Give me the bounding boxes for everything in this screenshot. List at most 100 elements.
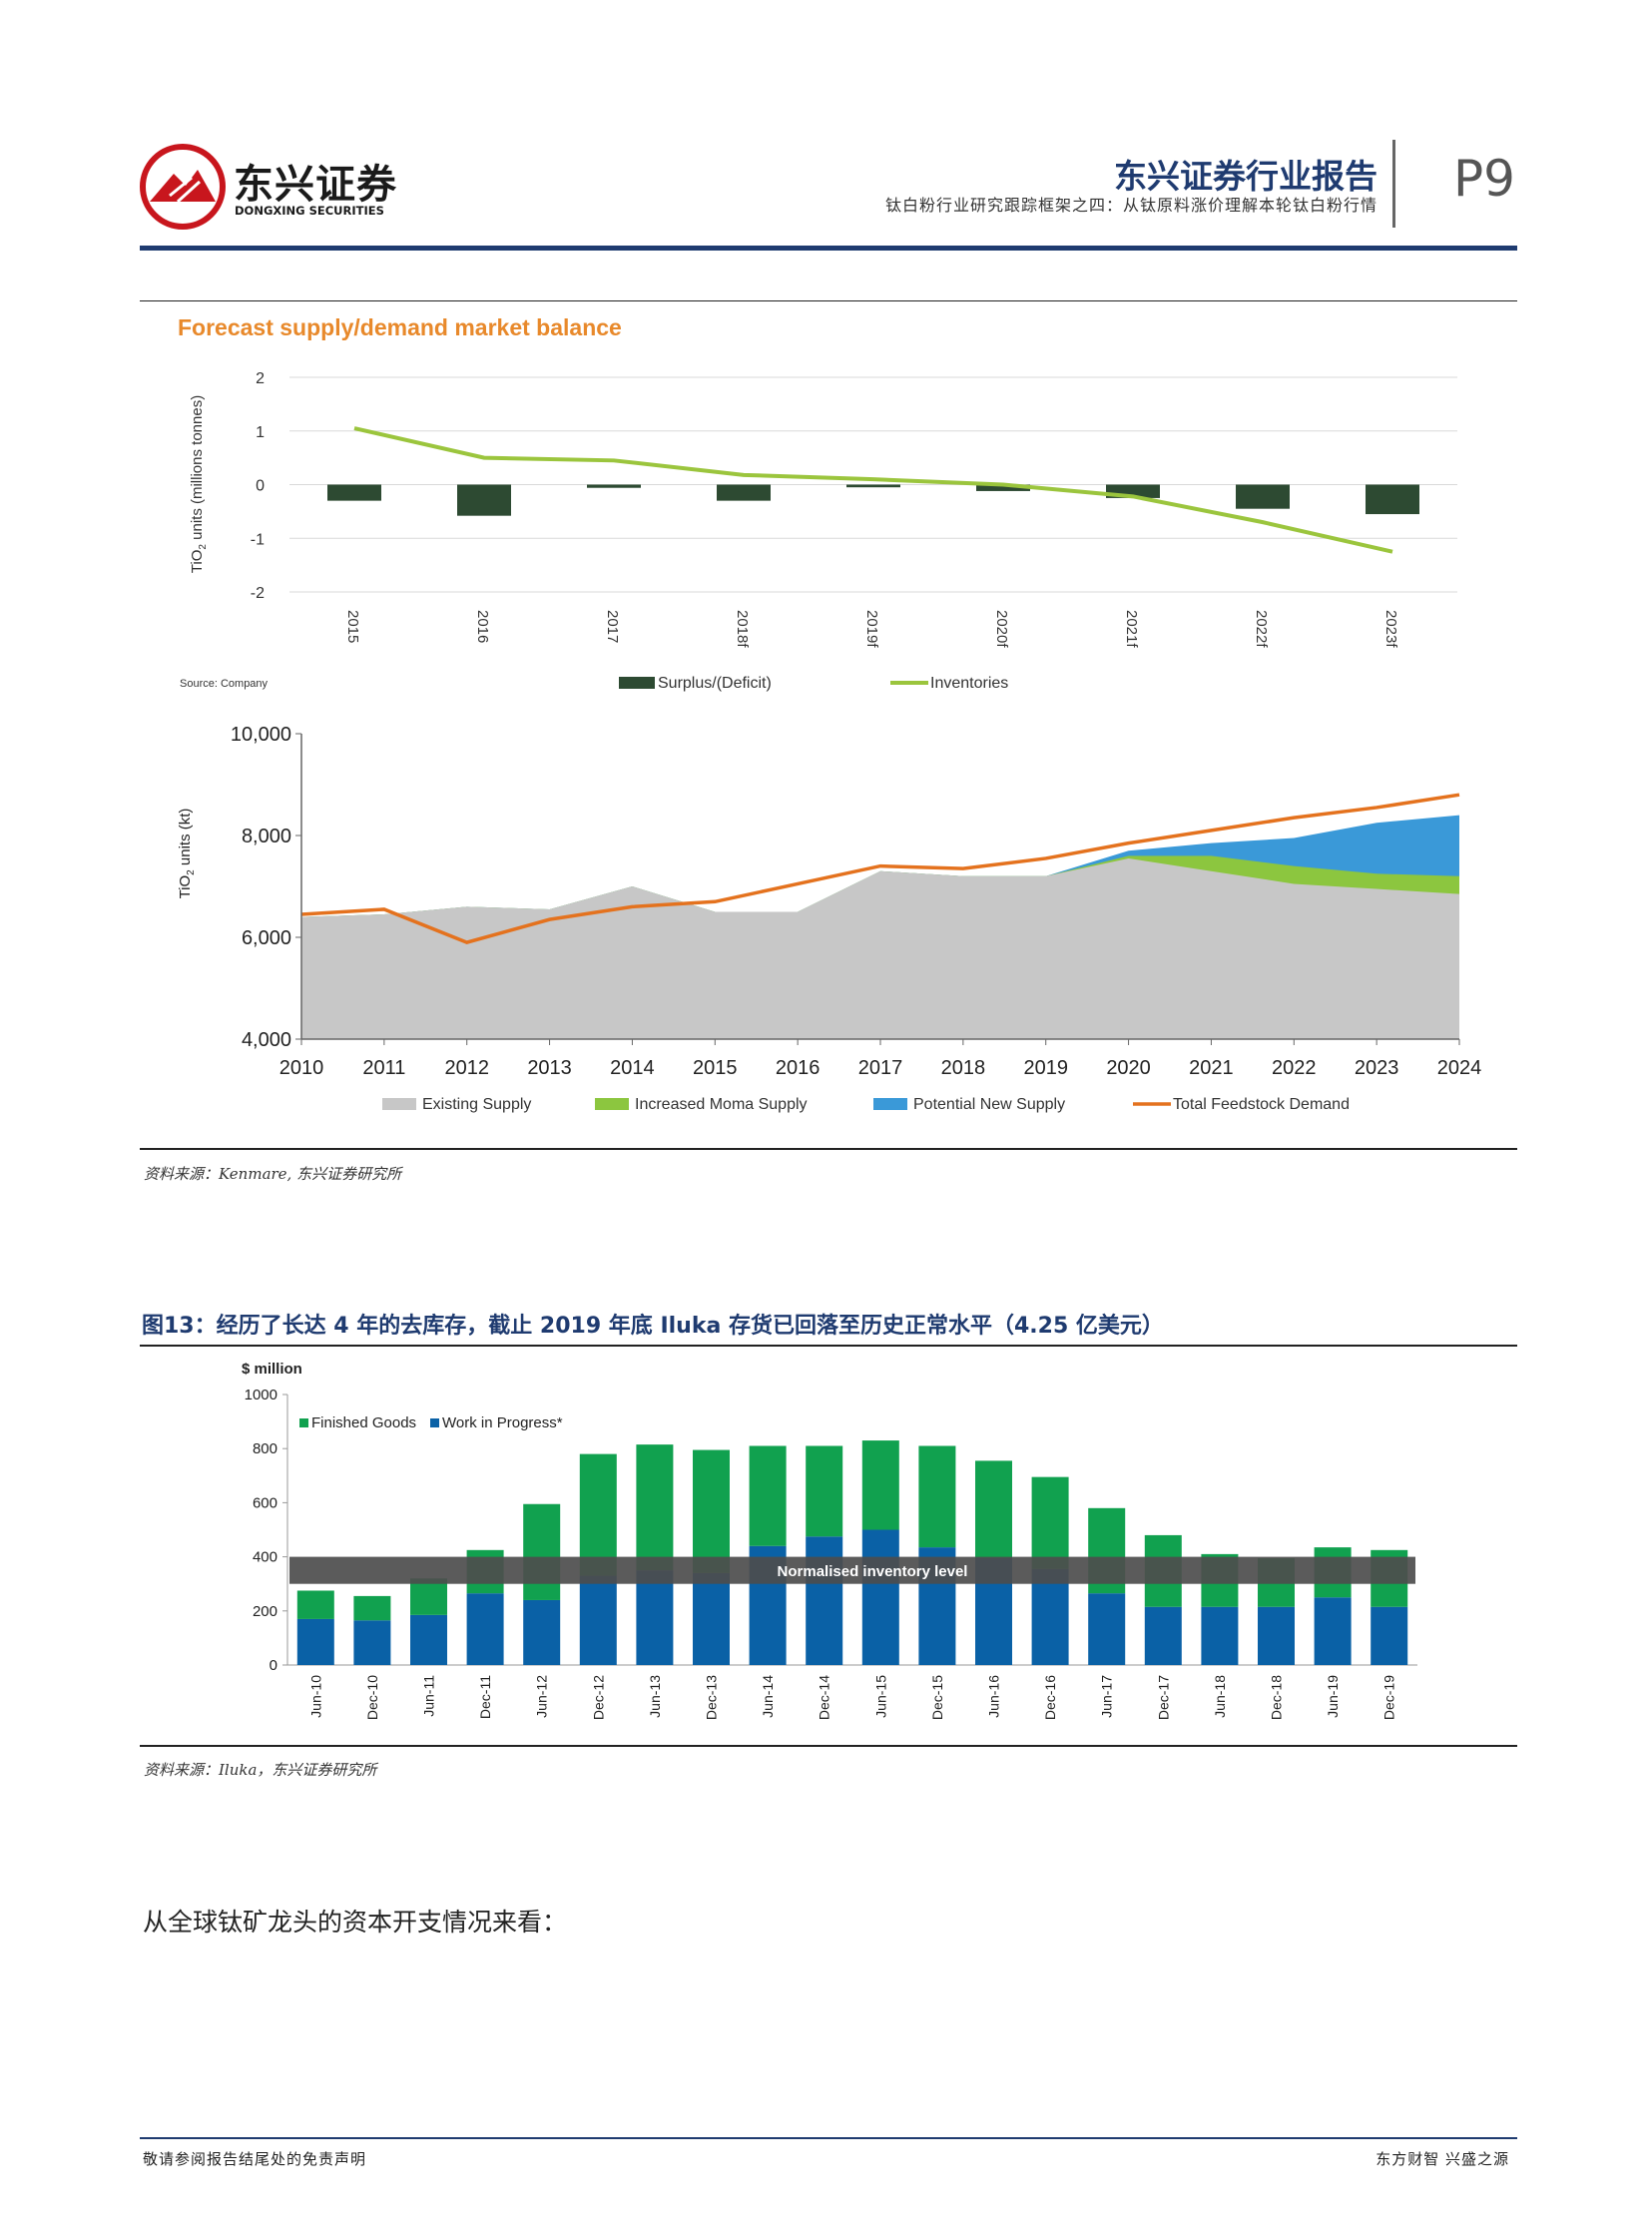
wip-bar (1088, 1593, 1126, 1665)
legend-existing-label: Existing Supply (422, 1096, 531, 1113)
report-subtitle: 钛白粉行业研究跟踪框架之四：从钛原料涨价理解本轮钛白粉行情 (884, 196, 1377, 215)
legend-moma-swatch (595, 1098, 629, 1110)
c13-xtick-label: Dec-12 (590, 1675, 606, 1720)
figure12-chart-top: Forecast supply/demand market balance Ti… (178, 314, 1457, 692)
wip-bar (353, 1620, 391, 1665)
surplus-bar (717, 484, 771, 501)
legend-wip-swatch (430, 1418, 439, 1427)
logo-en: DONGXING SECURITIES (235, 204, 384, 218)
c13-xtick-label: Dec-17 (1155, 1675, 1171, 1720)
figure12-top-rule (140, 300, 1517, 301)
fg-bar (353, 1595, 391, 1621)
wip-bar (1314, 1597, 1352, 1665)
surplus-bar (846, 484, 900, 488)
fg-bar (693, 1449, 730, 1573)
fg-bar (918, 1445, 956, 1548)
c13-xtick-label: Jun-18 (1212, 1675, 1228, 1718)
existing-supply-area (301, 857, 1459, 1039)
figure13-bottom-rule (140, 1745, 1517, 1747)
c13-xtick-label: Jun-15 (872, 1675, 888, 1718)
c13-xtick-label: Dec-15 (929, 1675, 945, 1720)
header-rule (140, 246, 1517, 251)
fg-bar (523, 1503, 561, 1600)
c13-xtick-label: Jun-14 (760, 1675, 776, 1718)
wip-bar (523, 1599, 561, 1665)
c13-xtick-label: Jun-11 (421, 1675, 437, 1717)
bottom-ytick-label: 4,000 (242, 1029, 291, 1051)
c13-xtick-label: Dec-16 (1042, 1675, 1058, 1720)
bottom-xtick-label: 2019 (1023, 1057, 1068, 1079)
legend-moma-label: Increased Moma Supply (635, 1096, 808, 1113)
fg-bar (636, 1444, 674, 1571)
bottom-xtick-label: 2017 (858, 1057, 903, 1079)
c13-xtick-label: Dec-18 (1269, 1675, 1285, 1720)
legend-wip-label: Work in Progress* (442, 1414, 563, 1431)
bottom-ytick-label: 10,000 (231, 724, 291, 746)
wip-bar (806, 1536, 843, 1665)
surplus-bar (1236, 484, 1290, 509)
c13-ytick-label: 600 (253, 1494, 277, 1511)
bottom-ytick-label: 8,000 (242, 826, 291, 847)
c13-ytick-label: 800 (253, 1440, 277, 1457)
c13-ytick-label: 400 (253, 1549, 277, 1566)
c13-xtick-label: Dec-10 (364, 1675, 380, 1720)
top-ytick-label: 2 (256, 370, 265, 387)
c13-xtick-label: Jun-10 (307, 1675, 323, 1718)
logo-cn: 东兴证券 (234, 162, 397, 208)
wip-bar (579, 1575, 617, 1665)
c13-xtick-label: Dec-14 (817, 1675, 832, 1720)
c13-xtick-label: Dec-19 (1381, 1675, 1397, 1720)
legend-inventories-label: Inventories (930, 675, 1008, 692)
legend-surplus-swatch (619, 677, 655, 689)
chart-top-source-note: Source: Company (180, 678, 269, 690)
page-number: P9 (1453, 150, 1515, 208)
bottom-xtick-label: 2010 (279, 1057, 324, 1079)
wip-bar (1371, 1606, 1408, 1665)
bottom-xtick-label: 2021 (1189, 1057, 1234, 1079)
bottom-xtick-label: 2014 (610, 1057, 655, 1079)
c13-xtick-label: Dec-13 (704, 1675, 720, 1720)
legend-potential-swatch (873, 1098, 907, 1110)
figure13-source: 资料来源：Iluka，东兴证券研究所 (144, 1761, 377, 1779)
top-ytick-label: -2 (251, 585, 265, 602)
normalised-band-label: Normalised inventory level (778, 1563, 968, 1580)
figure12-chart-bottom: TiO2 units (kt) 10,000 8,000 6,000 4,000 201… (177, 724, 1481, 1113)
fg-bar (1031, 1476, 1069, 1569)
bottom-xtick-label: 2018 (941, 1057, 986, 1079)
top-xtick-label: 2019f (863, 610, 880, 648)
c13-xtick-label: Jun-19 (1325, 1675, 1341, 1718)
c13-ytick-label: 200 (253, 1603, 277, 1620)
bottom-xtick-label: 2012 (444, 1057, 489, 1079)
legend-demand-label: Total Feedstock Demand (1173, 1096, 1350, 1113)
bottom-xtick-label: 2011 (362, 1057, 405, 1079)
surplus-bar (327, 484, 381, 501)
c13-xtick-label: Jun-13 (647, 1675, 663, 1718)
top-xtick-label: 2020f (993, 610, 1010, 648)
wip-bar (296, 1618, 334, 1665)
c13-xtick-label: Jun-16 (986, 1675, 1002, 1718)
legend-potential-label: Potential New Supply (913, 1096, 1065, 1113)
footer-rule (140, 2137, 1517, 2139)
logo-icon (140, 144, 226, 230)
wip-bar (1201, 1606, 1239, 1665)
wip-bar (861, 1529, 899, 1665)
bottom-xtick-label: 2015 (693, 1057, 738, 1079)
header-divider-vertical (1392, 140, 1395, 228)
surplus-bar (1366, 484, 1419, 515)
report-title: 东兴证券行业报告 (1114, 157, 1377, 196)
fg-bar (749, 1445, 787, 1546)
legend-fg-swatch (299, 1418, 308, 1427)
legend-existing-swatch (382, 1098, 416, 1110)
bottom-ytick-label: 6,000 (242, 927, 291, 949)
top-ytick-label: -1 (251, 531, 265, 548)
wip-bar (1031, 1568, 1069, 1665)
surplus-bar (457, 484, 511, 516)
bottom-xtick-label: 2022 (1272, 1057, 1317, 1079)
c13-xtick-label: Jun-12 (534, 1675, 550, 1718)
wip-bar (636, 1570, 674, 1665)
body-paragraph: 从全球钛矿龙头的资本开支情况来看： (143, 1908, 568, 1937)
fg-bar (579, 1453, 617, 1576)
fg-bar (806, 1445, 843, 1537)
c13-ytick-label: 1000 (245, 1387, 277, 1403)
legend-fg-label: Finished Goods (311, 1414, 416, 1431)
